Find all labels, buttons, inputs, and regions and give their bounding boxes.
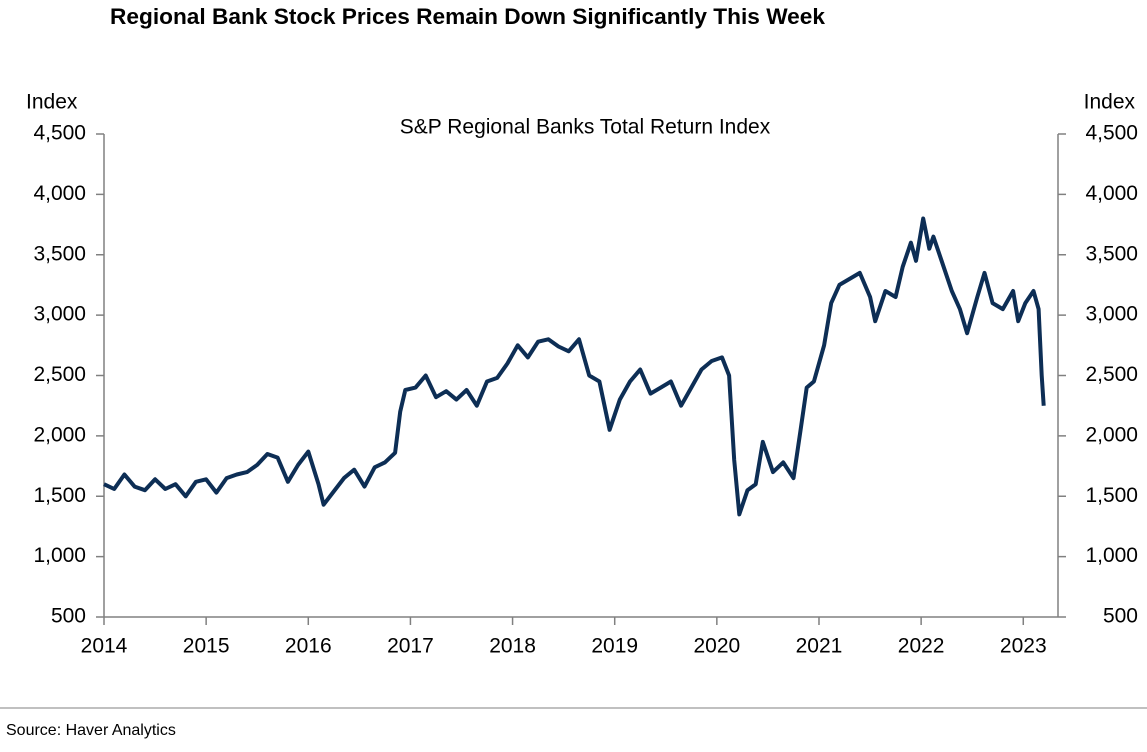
y-tick-label: 1,500 <box>33 484 86 507</box>
source: Source: Haver Analytics <box>6 722 176 739</box>
y-tick-label: 2,000 <box>33 423 86 446</box>
y-tick-label: 4,000 <box>33 182 86 205</box>
chart-subtitle: S&P Regional Banks Total Return Index <box>400 116 771 139</box>
y2-tick-label: 4,000 <box>1085 182 1138 205</box>
y2-tick-label: 1,500 <box>1085 484 1138 507</box>
y-tick-label: 3,000 <box>33 303 86 326</box>
y-tick-label: 500 <box>51 605 86 628</box>
y-tick-label: 2,500 <box>33 363 86 386</box>
x-tick-label: 2016 <box>285 635 332 658</box>
data-line <box>103 216 1046 517</box>
x-tick-label: 2017 <box>387 635 434 658</box>
y2-tick-label: 4,500 <box>1085 122 1138 145</box>
x-tick-label: 2020 <box>693 635 740 658</box>
chart-title: Regional Bank Stock Prices Remain Down S… <box>110 4 826 29</box>
y-axis-label: Index <box>26 91 78 114</box>
y-tick-label: 4,500 <box>33 122 86 145</box>
x-tick-label: 2018 <box>489 635 536 658</box>
y-tick-label: 1,000 <box>33 544 86 567</box>
x-tick-label: 2014 <box>81 635 128 658</box>
y2-tick-label: 3,500 <box>1085 242 1138 265</box>
x-tick-label: 2015 <box>183 635 230 658</box>
y-tick-label: 3,500 <box>33 242 86 265</box>
y2-axis-label: Index <box>1084 91 1136 114</box>
y2-tick-label: 1,000 <box>1085 544 1138 567</box>
y2-tick-label: 2,500 <box>1085 363 1138 386</box>
x-tick-label: 2022 <box>898 635 945 658</box>
x-tick-label: 2023 <box>1000 635 1047 658</box>
x-tick-label: 2019 <box>591 635 638 658</box>
y2-tick-label: 500 <box>1103 605 1138 628</box>
y2-tick-label: 3,000 <box>1085 303 1138 326</box>
y2-tick-label: 2,000 <box>1085 423 1138 446</box>
x-tick-label: 2021 <box>796 635 843 658</box>
